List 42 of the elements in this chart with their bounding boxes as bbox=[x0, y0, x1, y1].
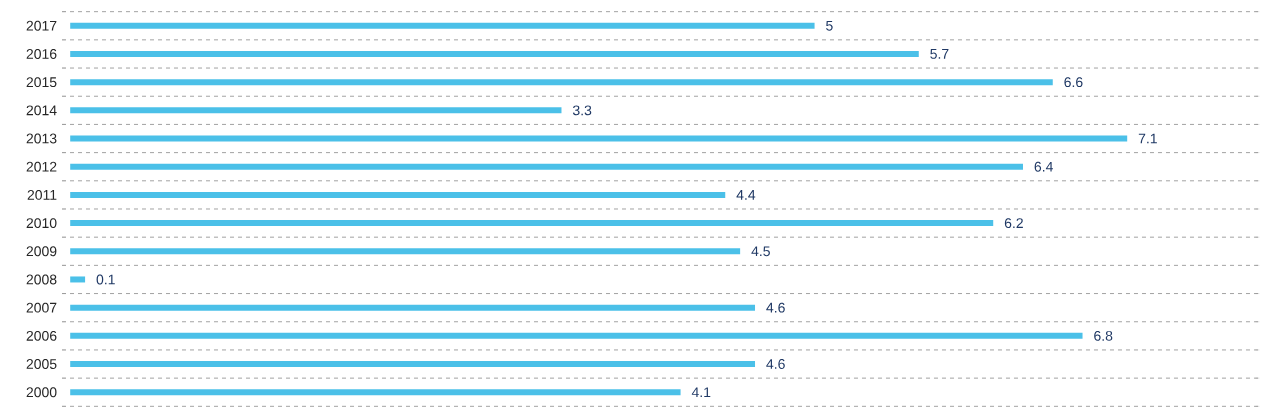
data-label: 6.8 bbox=[1094, 330, 1113, 341]
bar bbox=[70, 304, 756, 311]
y-tick-label: 2013 bbox=[26, 133, 57, 144]
data-label: 6.6 bbox=[1064, 77, 1083, 88]
bar bbox=[70, 135, 1128, 142]
bar bbox=[70, 22, 815, 29]
bar bbox=[70, 248, 741, 255]
y-tick-label: 2009 bbox=[26, 246, 57, 257]
y-tick-label: 2011 bbox=[27, 189, 57, 200]
data-label: 4.5 bbox=[751, 246, 770, 257]
data-label: 4.6 bbox=[766, 302, 785, 313]
bar bbox=[70, 50, 919, 57]
data-label: 4.1 bbox=[691, 387, 711, 398]
y-tick-label: 2005 bbox=[26, 359, 57, 369]
bar bbox=[70, 191, 726, 198]
data-label: 6.4 bbox=[1034, 161, 1053, 172]
bar bbox=[70, 79, 1053, 86]
y-tick-label: 2012 bbox=[26, 161, 57, 172]
data-label: 5.7 bbox=[930, 49, 949, 59]
data-label: 4.4 bbox=[736, 190, 756, 200]
bar bbox=[70, 361, 756, 368]
data-label: 4.6 bbox=[766, 359, 785, 369]
bar bbox=[70, 220, 994, 227]
data-label: 0.1 bbox=[96, 274, 115, 285]
y-tick-label: 2017 bbox=[26, 20, 57, 31]
data-label: 7.1 bbox=[1138, 133, 1157, 144]
y-tick-label: 2000 bbox=[26, 387, 57, 398]
y-tick-label: 2008 bbox=[26, 274, 57, 285]
data-label: 3.3 bbox=[572, 105, 592, 116]
y-tick-label: 2016 bbox=[26, 49, 57, 59]
y-tick-label: 2015 bbox=[26, 77, 57, 88]
bar bbox=[70, 332, 1083, 339]
y-tick-label: 2007 bbox=[26, 302, 57, 313]
y-tick-label: 2010 bbox=[26, 218, 57, 229]
data-label: 5 bbox=[826, 20, 833, 31]
y-tick-label: 2014 bbox=[26, 105, 57, 116]
bar bbox=[70, 107, 562, 114]
bar bbox=[70, 389, 681, 396]
y-tick-label: 2006 bbox=[26, 330, 57, 341]
bar bbox=[70, 163, 1023, 170]
data-label: 6.2 bbox=[1004, 218, 1023, 229]
bar bbox=[70, 276, 86, 283]
